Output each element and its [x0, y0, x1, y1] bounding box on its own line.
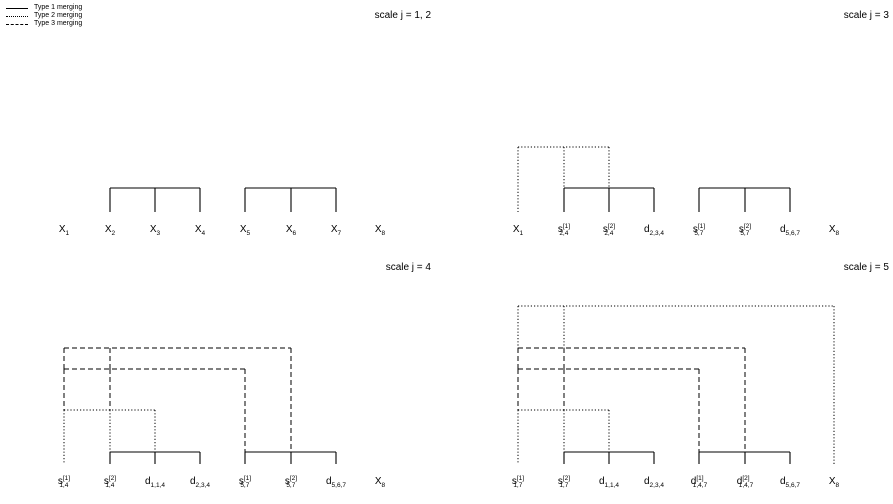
panel-title: scale j = 3: [844, 10, 890, 21]
leaf-label: X6: [286, 224, 297, 237]
solid-line-swatch: [6, 7, 28, 9]
legend: Type 1 merging Type 2 merging Type 3 mer…: [6, 4, 82, 28]
dotted-line-swatch: [6, 15, 28, 17]
leaf-label: s[2] 2,4: [603, 223, 615, 237]
panel-3: scale j = 4 s[1] 1,4 s[2] 1,4 d1,1,4 d2,3,4 s[1…: [58, 262, 432, 489]
leaf-label: d5,6,7: [326, 476, 346, 489]
legend-label: Type 3 merging: [34, 20, 83, 27]
leaf-label: X1: [59, 224, 70, 237]
leaf-label: d1,1,4: [145, 476, 165, 489]
leaf-label: X8: [375, 476, 386, 489]
leaf-label: s[1] 1,7: [512, 475, 524, 489]
leaf-label: d2,3,4: [644, 224, 664, 237]
leaf-label: s[1] 2,4: [558, 223, 570, 237]
leaf-label: s[1] 5,7: [239, 475, 251, 489]
panel-1: scale j = 1, 2 X1 X2 X3 X4 X5 X6 X7 X8: [59, 10, 432, 237]
panel-title: scale j = 1, 2: [375, 10, 432, 21]
leaf-label: s[1] 1,4: [58, 475, 70, 489]
legend-item-type3: Type 3 merging: [6, 20, 82, 28]
leaf-label: d2,3,4: [644, 476, 664, 489]
leaf-label: d[2] 1,4,7: [737, 475, 754, 489]
leaf-label: X8: [829, 224, 840, 237]
leaf-label: s[2] 5,7: [739, 223, 751, 237]
panel-4: scale j = 5 s[1] 1,7 s[2] 1,7 d1,1,4 d2,3,4 d[1…: [512, 262, 890, 489]
leaf-label: d1,1,4: [599, 476, 619, 489]
leaf-label: X5: [240, 224, 251, 237]
leaf-label: X4: [195, 224, 206, 237]
leaf-label: s[2] 1,7: [558, 475, 570, 489]
legend-label: Type 1 merging: [34, 4, 83, 11]
legend-item-type2: Type 2 merging: [6, 12, 82, 20]
leaf-label: X8: [375, 224, 386, 237]
panel-2: scale j = 3 X1 s[1] 2,4 s[2] 2,4 d2,3,4 s[1] 5,7…: [513, 10, 890, 237]
leaf-label: X7: [331, 224, 342, 237]
leaf-label: d5,6,7: [780, 476, 800, 489]
leaf-label: s[2] 5,7: [285, 475, 297, 489]
dashed-line-swatch: [6, 23, 28, 25]
leaf-label: X1: [513, 224, 524, 237]
panel-title: scale j = 5: [844, 262, 890, 273]
leaf-label: s[2] 1,4: [104, 475, 116, 489]
leaf-label: X2: [105, 224, 116, 237]
leaf-label: d5,6,7: [780, 224, 800, 237]
leaf-label: X8: [829, 476, 840, 489]
leaf-label: d2,3,4: [190, 476, 210, 489]
legend-label: Type 2 merging: [34, 12, 83, 19]
leaf-label: d[1] 1,4,7: [691, 475, 708, 489]
panel-title: scale j = 4: [386, 262, 432, 273]
leaf-label: X3: [150, 224, 161, 237]
leaf-label: s[1] 5,7: [693, 223, 705, 237]
legend-item-type1: Type 1 merging: [6, 4, 82, 12]
